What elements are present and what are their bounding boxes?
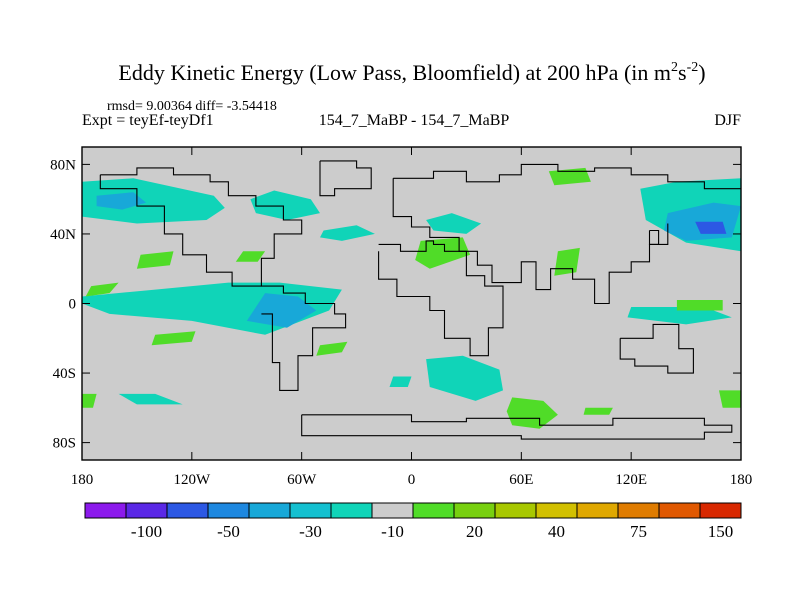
- x-tick-label: 0: [408, 472, 416, 488]
- season-label: DJF: [714, 112, 741, 129]
- coastline-2: [261, 285, 347, 391]
- colorbar-swatch: [658, 502, 701, 519]
- colorbar-swatch: [535, 502, 578, 519]
- contour-south-pacific-east: [627, 307, 732, 325]
- colorbar-label: 20: [466, 522, 483, 541]
- contour-south-pacific-mid: [118, 393, 183, 405]
- contour-green-pacific-west: [136, 251, 174, 269]
- x-tick-label: 120W: [173, 472, 211, 488]
- contour-green-greenland: [548, 167, 591, 186]
- coastline-9: [648, 229, 660, 245]
- x-tick-label: 120E: [615, 472, 647, 488]
- contour-north-pacific-west-center: [695, 221, 727, 234]
- contour-north-pacific-east: [82, 178, 225, 224]
- y-tick-label: 0: [69, 297, 77, 313]
- y-tick-label: 40N: [50, 227, 76, 243]
- y-tick-label: 80N: [50, 157, 76, 173]
- contour-green-asia: [554, 247, 580, 276]
- contour-tropical-atlantic-core: [246, 293, 317, 328]
- contour-eurasia-north: [426, 213, 482, 234]
- colorbar: -100 -50 -30 -10 20 40 75 150: [84, 502, 742, 541]
- colorbar-swatch: [207, 502, 250, 519]
- contour-north-atlantic-west: [250, 190, 320, 220]
- coastline-3: [319, 160, 372, 197]
- colorbar-swatch: [412, 502, 455, 519]
- colorbar-swatch: [453, 502, 496, 519]
- colorbar-swatch: [84, 502, 127, 519]
- contour-green-indian-east: [583, 407, 613, 415]
- colorbar-swatch: [166, 502, 209, 519]
- contour-green-pacific-west-tropics: [85, 282, 119, 297]
- coastline-4: [393, 163, 741, 190]
- experiment-label: Expt = teyEf-teyDf1: [82, 112, 214, 129]
- contour-south-atlantic-east: [426, 355, 503, 401]
- colorbar-label: -10: [381, 522, 404, 541]
- contour-green-far-west-south: [82, 393, 97, 408]
- colorbar-swatch: [248, 502, 291, 519]
- colorbar-swatch: [330, 502, 373, 519]
- colorbar-swatch: [494, 502, 537, 519]
- contour-north-atlantic-mid: [320, 225, 375, 241]
- contour-green-south-africa: [316, 341, 348, 356]
- colorbar-swatch: [289, 502, 332, 519]
- coastline-5: [392, 178, 669, 305]
- coastline-8: [301, 414, 733, 440]
- x-tick-label: 60W: [287, 472, 317, 488]
- colorbar-swatch: [576, 502, 619, 519]
- contour-north-pacific-east-core: [96, 192, 147, 210]
- contour-green-europe: [415, 237, 471, 269]
- case-label: 154_7_MaBP - 154_7_MaBP: [319, 112, 510, 129]
- x-tick-label: 180: [71, 472, 94, 488]
- colorbar-label: -50: [217, 522, 240, 541]
- x-tick-label: 60E: [509, 472, 533, 488]
- stats-label: rmsd= 9.00364 diff= -3.54418: [107, 99, 277, 114]
- map-plot-area: 180 120W 60W 0 60E 120E 180 80N 40N 0 40S 80S: [50, 146, 753, 488]
- y-tick-label: 40S: [53, 366, 76, 382]
- colorbar-swatch: [371, 502, 414, 519]
- colorbar-label: -100: [131, 522, 162, 541]
- contour-green-north-pacific: [235, 251, 266, 262]
- contour-green-far-east-south: [719, 390, 741, 408]
- colorbar-swatch: [617, 502, 660, 519]
- contour-south-indian-small: [389, 376, 412, 387]
- colorbar-label: 75: [630, 522, 647, 541]
- colorbar-swatch: [699, 502, 742, 519]
- chart-title: Eddy Kinetic Energy (Low Pass, Bloomfiel…: [118, 60, 705, 85]
- y-tick-label: 80S: [53, 436, 76, 452]
- colorbar-swatch: [125, 502, 168, 519]
- x-tick-label: 180: [730, 472, 753, 488]
- coastline-7: [619, 323, 694, 374]
- colorbar-label: 150: [708, 522, 734, 541]
- contour-green-atlantic-south: [151, 331, 196, 346]
- colorbar-label: 40: [548, 522, 565, 541]
- colorbar-label: -30: [299, 522, 322, 541]
- contour-green-south-pacific: [506, 397, 558, 429]
- coastline-1: [99, 167, 303, 287]
- coastline-6: [378, 240, 504, 357]
- contour-green-east-mid: [676, 300, 723, 311]
